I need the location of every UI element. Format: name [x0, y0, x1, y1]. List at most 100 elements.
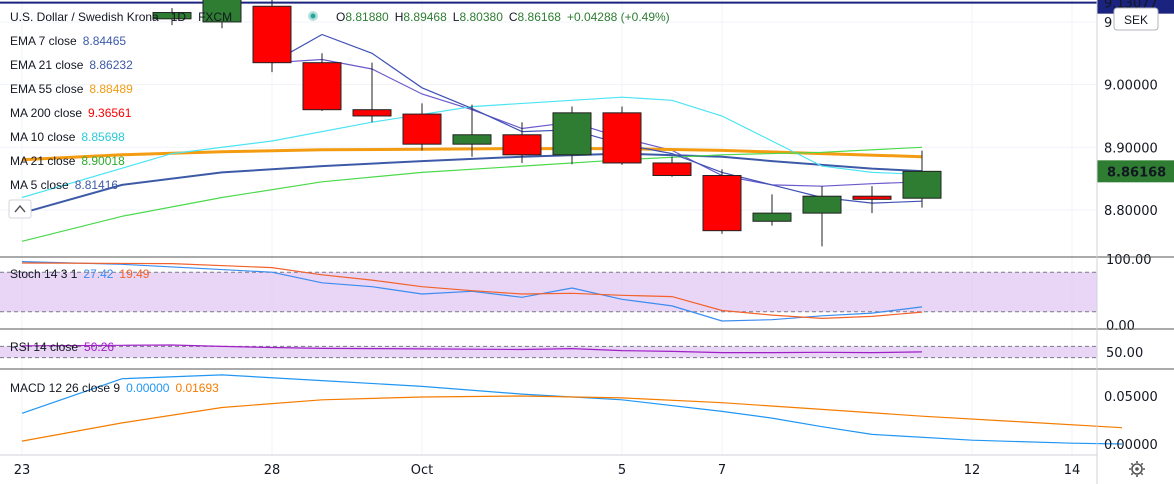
- legend-value: 8.85698: [81, 130, 125, 144]
- rsi-value: 50.26: [84, 340, 114, 354]
- series-line-ma-10-close: [21, 96, 923, 199]
- legend-entry[interactable]: EMA 55 close 8.88489: [10, 82, 133, 96]
- legend-value: 9.36561: [88, 106, 132, 120]
- candle-body[interactable]: [352, 109, 392, 117]
- macd-value: 0.00000: [126, 381, 170, 395]
- stoch-d-value: 19.49: [119, 267, 149, 281]
- chart-header: U.S. Dollar / Swedish Krona 1D FXCM O8.818…: [10, 10, 670, 24]
- macd-tick-label: 0.05000: [1104, 390, 1158, 405]
- stoch-k-value: 27.42: [83, 267, 113, 281]
- date-tick-label: 14: [1064, 463, 1081, 478]
- legend-name: MA 21 close: [10, 154, 76, 168]
- candle-body[interactable]: [702, 175, 742, 232]
- last-price-tag[interactable]: [1097, 160, 1174, 183]
- ohlc-value: 8.81880: [345, 10, 389, 24]
- series-line-ema-7-close: [271, 58, 923, 187]
- legend-value: 8.90018: [81, 154, 125, 168]
- stoch-d-line: [21, 262, 923, 320]
- date-tick-label: 28: [264, 463, 281, 478]
- currency-label: SEK: [1124, 13, 1148, 27]
- ohlc-key: O: [336, 10, 345, 24]
- gear-icon[interactable]: [1129, 461, 1145, 477]
- date-tick-label: Oct: [411, 463, 433, 478]
- macd-name: MACD 12 26 close 9: [10, 381, 120, 395]
- legend-entry[interactable]: MA 200 close 9.36561: [10, 106, 132, 120]
- rsi-tick-label: 50.00: [1106, 346, 1143, 361]
- last-price-tag-label: 8.86168: [1107, 165, 1166, 180]
- legend-entry[interactable]: EMA 21 close 8.86232: [10, 58, 133, 72]
- ohlc-key: L: [453, 10, 460, 24]
- date-tick-label: 23: [14, 463, 31, 478]
- stoch-name: Stoch 14 3 1: [10, 267, 78, 281]
- legend-value: 8.81416: [75, 178, 119, 192]
- legend-name: EMA 55 close: [10, 82, 84, 96]
- legend-value: 8.88489: [89, 82, 133, 96]
- candle-body[interactable]: [252, 5, 292, 64]
- ohlc-value: 8.86168: [518, 10, 562, 24]
- ohlc-change: +0.04288 (+0.49%): [567, 10, 670, 24]
- legend-value: 8.86232: [89, 58, 133, 72]
- currency-badge[interactable]: SEK: [1113, 7, 1159, 31]
- candle-body[interactable]: [802, 195, 842, 214]
- macd-tick-label: 0.00000: [1104, 438, 1158, 453]
- ohlc-values: O8.81880 H8.89468 L8.80380 C8.86168 +0.04288…: [336, 10, 670, 24]
- legend-entry[interactable]: MA 5 close 8.81416: [10, 178, 118, 192]
- candle-body[interactable]: [302, 62, 342, 111]
- ohlc-value: 8.89468: [403, 10, 447, 24]
- stoch-legend-text[interactable]: Stoch 14 3 1 27.42 19.49: [10, 267, 150, 281]
- rsi-legend: RSI 14 close 50.26: [10, 340, 114, 354]
- series-line-ma-21-close: [21, 146, 923, 242]
- candle-body[interactable]: [152, 12, 192, 20]
- macd-line: [21, 374, 1123, 445]
- candle-body[interactable]: [852, 195, 892, 200]
- rsi-band: [0, 346, 1097, 358]
- rsi-legend-text[interactable]: RSI 14 close 50.26: [10, 340, 114, 354]
- stoch-k-line: [21, 261, 923, 322]
- legend-name: EMA 7 close: [10, 34, 77, 48]
- collapse-legend-button[interactable]: [8, 199, 32, 219]
- legend-value: 8.84465: [83, 34, 127, 48]
- stoch-legend: Stoch 14 3 1 27.42 19.49: [10, 267, 150, 281]
- candle-body[interactable]: [652, 162, 692, 177]
- price-tick-label: 8.90000: [1104, 141, 1158, 156]
- candle-body[interactable]: [752, 212, 792, 222]
- symbol-title[interactable]: U.S. Dollar / Swedish Krona 1D FXCM: [10, 10, 232, 24]
- date-tick-label: 7: [718, 463, 726, 478]
- oscillator-lines: [21, 261, 1123, 445]
- candle-body[interactable]: [402, 113, 442, 145]
- candle-body[interactable]: [552, 112, 592, 156]
- market-status-dot: [310, 13, 316, 19]
- chevron-up-icon: [14, 204, 26, 213]
- currency-badge-box[interactable]: [1113, 7, 1159, 31]
- legend-entry[interactable]: MA 21 close 8.90018: [10, 154, 125, 168]
- collapse-legend-box[interactable]: [8, 199, 32, 219]
- indicator-legend: EMA 7 close 8.84465 EMA 21 close 8.86232 EMA…: [10, 34, 133, 192]
- candle-body[interactable]: [452, 134, 492, 145]
- candle-body[interactable]: [902, 170, 942, 199]
- price-tick-label: 8.80000: [1104, 204, 1158, 219]
- macd-signal-value: 0.01693: [175, 381, 219, 395]
- price-tick-label: 9.00000: [1104, 79, 1158, 94]
- date-tick-label: 5: [618, 463, 626, 478]
- ohlc-key: C: [509, 10, 518, 24]
- ohlc-key: H: [395, 10, 404, 24]
- candles[interactable]: [152, 0, 942, 247]
- stoch-tick-label: 100.00: [1106, 253, 1152, 268]
- candle-body[interactable]: [602, 112, 642, 164]
- line-price-tag-label: 9.13077: [1104, 0, 1158, 12]
- date-tick-label: 12: [964, 463, 981, 478]
- macd-legend: MACD 12 26 close 9 0.00000 0.01693: [10, 381, 219, 395]
- rsi-name: RSI 14 close: [10, 340, 78, 354]
- candle-body[interactable]: [202, 0, 242, 23]
- legend-entry[interactable]: MA 10 close 8.85698: [10, 130, 125, 144]
- candle-body[interactable]: [502, 134, 542, 156]
- macd-legend-text[interactable]: MACD 12 26 close 9 0.00000 0.01693: [10, 381, 219, 395]
- legend-name: MA 5 close: [10, 178, 69, 192]
- legend-name: MA 200 close: [10, 106, 82, 120]
- legend-name: MA 10 close: [10, 130, 76, 144]
- legend-entry[interactable]: EMA 7 close 8.84465: [10, 34, 126, 48]
- series-line-ma-5-close: [271, 33, 923, 204]
- rsi-line: [21, 344, 923, 354]
